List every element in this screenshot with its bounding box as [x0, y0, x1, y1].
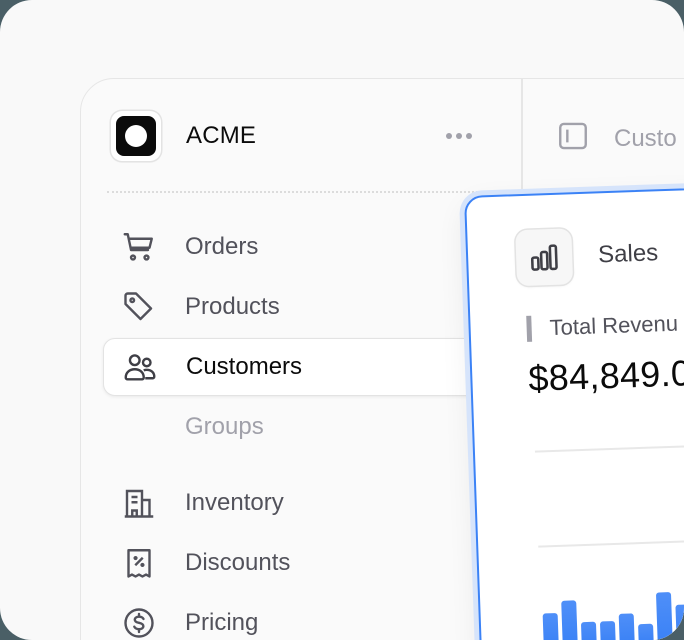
sidebar-item-pricing[interactable]: Pricing	[103, 594, 523, 640]
users-icon	[120, 347, 160, 387]
receipt-percent-icon	[119, 543, 159, 583]
sales-card[interactable]: Sales Total Revenu $84,849.0	[464, 183, 684, 640]
more-horizontal-icon[interactable]	[446, 133, 472, 139]
chart-bar[interactable]	[580, 621, 597, 640]
chart-bar[interactable]	[675, 604, 684, 640]
building-icon	[119, 483, 159, 523]
bar-chart-icon	[515, 228, 574, 287]
brand-name: ACME	[186, 122, 257, 149]
sidebar-toggle-icon[interactable]	[556, 119, 590, 158]
sidebar-item-label: Pricing	[185, 609, 259, 636]
sales-bar-chart	[542, 584, 684, 640]
tag-icon	[119, 287, 159, 327]
divider	[107, 191, 502, 193]
chart-bar[interactable]	[561, 600, 578, 640]
sidebar-item-customers[interactable]: Customers	[103, 338, 523, 396]
topbar: Custo	[556, 119, 677, 158]
metric-indicator	[526, 315, 533, 342]
chart-gridline	[538, 534, 684, 548]
sidebar: ACME Orders Products Customers	[81, 79, 523, 640]
chart-bar[interactable]	[618, 613, 635, 640]
sidebar-item-label: Discounts	[185, 549, 291, 576]
card-title: Sales	[597, 239, 659, 269]
sidebar-item-orders[interactable]: Orders	[103, 218, 523, 276]
sidebar-item-label: Products	[185, 293, 280, 320]
sidebar-subitem-groups[interactable]: Groups	[185, 413, 264, 440]
chart-bar[interactable]	[655, 592, 673, 640]
chart-gridline	[534, 439, 684, 453]
metric-label-text: Total Revenu	[549, 310, 679, 341]
cart-icon	[119, 227, 159, 267]
sidebar-item-discounts[interactable]: Discounts	[103, 534, 523, 592]
sidebar-item-label: Customers	[186, 353, 303, 380]
sidebar-item-label: Inventory	[185, 489, 284, 516]
card-header: Sales	[515, 225, 659, 287]
sidebar-item-products[interactable]: Products	[103, 278, 523, 336]
sidebar-item-label: Orders	[185, 233, 259, 260]
brand[interactable]: ACME	[111, 111, 256, 161]
chart-bar[interactable]	[542, 612, 559, 640]
metric-label: Total Revenu	[526, 311, 678, 342]
acme-logo-icon	[111, 111, 161, 161]
sidebar-item-inventory[interactable]: Inventory	[103, 474, 523, 532]
chart-bar[interactable]	[638, 623, 654, 640]
page-title: Custo	[614, 124, 677, 152]
dollar-circle-icon	[119, 603, 159, 640]
metric-value: $84,849.0	[527, 352, 684, 399]
chart-bar[interactable]	[599, 620, 616, 640]
